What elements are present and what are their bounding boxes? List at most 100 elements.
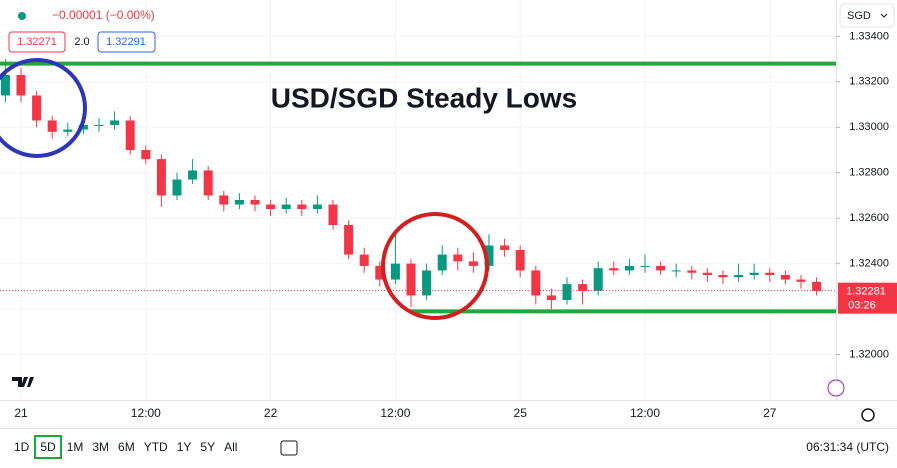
spread: 2.0: [74, 36, 89, 48]
x-tick-label: 12:00: [630, 406, 660, 420]
y-tick-label: 1.33400: [849, 30, 889, 42]
plot-area: [0, 0, 836, 400]
candle-body: [219, 195, 229, 205]
candle-body: [375, 265, 385, 280]
settings-icon[interactable]: [861, 408, 875, 422]
candle-body: [468, 261, 478, 266]
range-button[interactable]: 1M: [66, 440, 84, 454]
x-tick-label: 21: [14, 406, 28, 420]
currency-select[interactable]: [839, 3, 895, 28]
ask-box[interactable]: [97, 31, 156, 53]
candle-body: [702, 272, 712, 275]
highlight-circle: [381, 212, 489, 320]
candle-body: [578, 284, 588, 291]
range-button[interactable]: All: [224, 440, 238, 454]
candle-body: [500, 245, 510, 250]
range-button[interactable]: 3M: [92, 440, 110, 454]
candle-body: [0, 75, 10, 96]
candle-body: [765, 272, 775, 275]
date-range-icon[interactable]: [280, 440, 298, 456]
candle-body: [546, 295, 556, 300]
x-tick-label: 22: [264, 406, 278, 420]
x-tick-label: 25: [514, 406, 528, 420]
candle-body: [656, 265, 666, 271]
candle-body: [328, 204, 338, 225]
logo: [12, 377, 34, 387]
bid-box[interactable]: [8, 31, 66, 53]
candle-body: [453, 254, 463, 262]
y-tick-label: 1.32400: [849, 258, 889, 270]
highlight-circle: [0, 58, 87, 158]
dropdown-icon: [880, 13, 888, 18]
candle-body: [110, 120, 120, 125]
candle-body: [234, 200, 244, 205]
bid: 1.32271: [17, 36, 57, 48]
candle-body: [141, 150, 151, 160]
status-dot: [18, 12, 26, 20]
candle-body: [312, 204, 322, 210]
candle-body: [266, 204, 276, 210]
range-button[interactable]: 6M: [118, 440, 135, 454]
candle-body: [734, 275, 744, 278]
candle-body: [32, 95, 42, 121]
clock: 06:31:34 (UTC): [806, 440, 889, 454]
chart-title: USD/SGD Steady Lows: [271, 82, 578, 113]
range-button[interactable]: 1D: [14, 440, 30, 454]
candle-body: [515, 250, 525, 271]
currency: SGD: [847, 10, 871, 22]
y-tick-label: 1.32800: [849, 167, 889, 179]
candle-body: [47, 120, 57, 132]
candle-body: [359, 254, 369, 266]
y-tick-label: 1.33200: [849, 76, 889, 88]
range-button[interactable]: YTD: [143, 440, 168, 454]
candle-body: [624, 265, 634, 271]
last-price-label: 1.32281: [846, 286, 886, 298]
candle-body: [593, 268, 603, 291]
candle-body: [390, 263, 400, 280]
candle-body: [188, 170, 198, 180]
candle-body: [780, 275, 790, 280]
candle-body: [344, 225, 354, 255]
range-button[interactable]: 5D: [34, 435, 62, 459]
candle-body: [812, 281, 822, 291]
candle-body: [437, 254, 447, 271]
y-tick-label: 1.33000: [849, 121, 889, 133]
candle-body: [281, 204, 291, 210]
change: −0.00001 (−0.00%): [52, 8, 155, 22]
x-tick-label: 12:00: [380, 406, 410, 420]
candle-body: [422, 270, 432, 296]
x-tick-label: 27: [763, 406, 777, 420]
range-button[interactable]: 5Y: [200, 440, 216, 454]
event-icon[interactable]: [827, 379, 845, 397]
candle-body: [94, 125, 104, 126]
candle-body: [718, 275, 728, 278]
candle-body: [531, 270, 541, 296]
candle-body: [78, 125, 88, 130]
range-button[interactable]: 1Y: [176, 440, 192, 454]
candle-body: [156, 159, 166, 196]
candle-body: [749, 272, 759, 275]
candle-body: [796, 279, 806, 282]
last-price-box: [838, 282, 897, 314]
candle-body: [484, 245, 494, 266]
candle-body: [203, 170, 213, 196]
countdown-label: 03:26: [848, 300, 876, 312]
y-tick-label: 1.32600: [849, 212, 889, 224]
candle-body: [671, 270, 681, 272]
candle-body: [63, 129, 73, 132]
candle-body: [687, 270, 697, 273]
x-tick-label: 12:00: [131, 406, 161, 420]
range-toolbar: 1D 5D 1M 3M 6M YTD 1Y 5Y All: [10, 434, 242, 460]
candle-body: [16, 75, 26, 96]
candle-body: [125, 120, 135, 150]
ask: 1.32291: [106, 36, 146, 48]
candle-body: [640, 265, 650, 267]
candle-body: [250, 200, 260, 205]
candle-body: [609, 268, 619, 271]
candle-body: [562, 284, 572, 300]
candle-body: [172, 179, 182, 196]
candle-body: [406, 263, 416, 296]
